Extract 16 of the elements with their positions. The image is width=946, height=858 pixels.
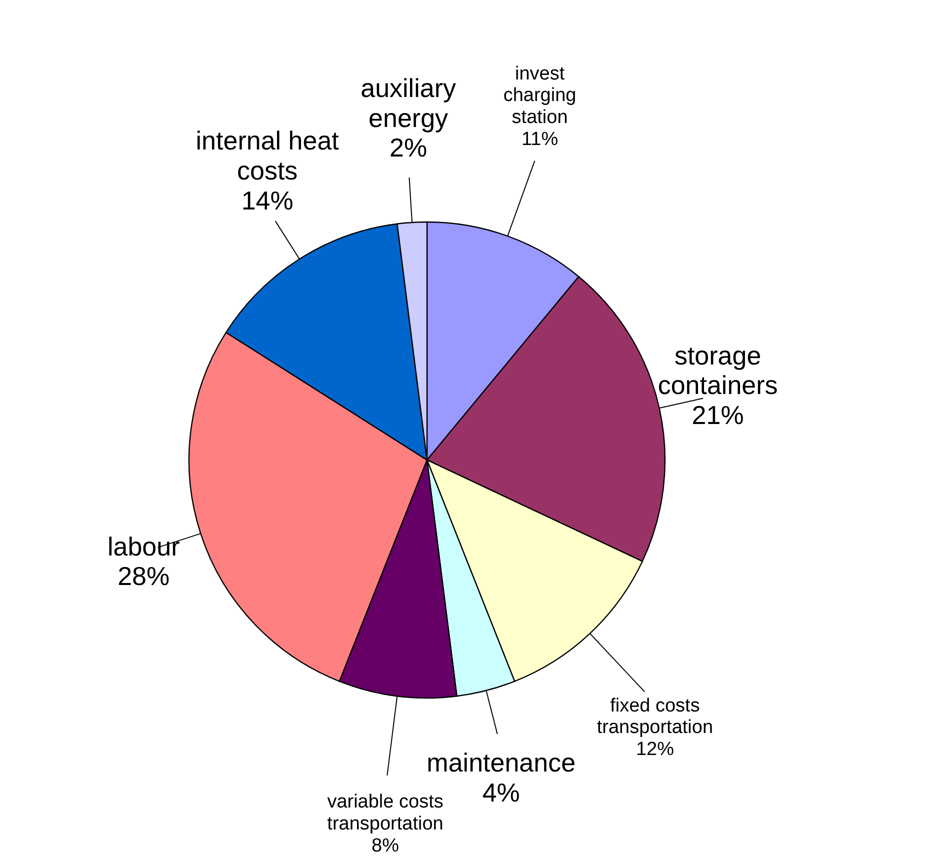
data-label: 12% [636, 739, 674, 760]
slice-label: internal heat costs [196, 126, 340, 186]
data-label: 21% [692, 400, 744, 430]
slice-label: storage containers [658, 340, 778, 400]
slice-label: labour [107, 531, 180, 562]
slice-label: fixed costs transportation [596, 695, 714, 738]
data-label: 2% [390, 132, 428, 163]
slice-label: invest charging station [503, 63, 576, 128]
slice-label: variable costs transportation [327, 792, 444, 834]
data-label: 4% [482, 778, 520, 808]
data-label: 28% [118, 561, 170, 592]
slice-label: auxiliary energy [360, 72, 456, 133]
data-label: 14% [241, 185, 294, 216]
data-label: 8% [372, 835, 400, 856]
data-label: 11% [521, 128, 558, 150]
slice-label: maintenance [426, 748, 576, 778]
